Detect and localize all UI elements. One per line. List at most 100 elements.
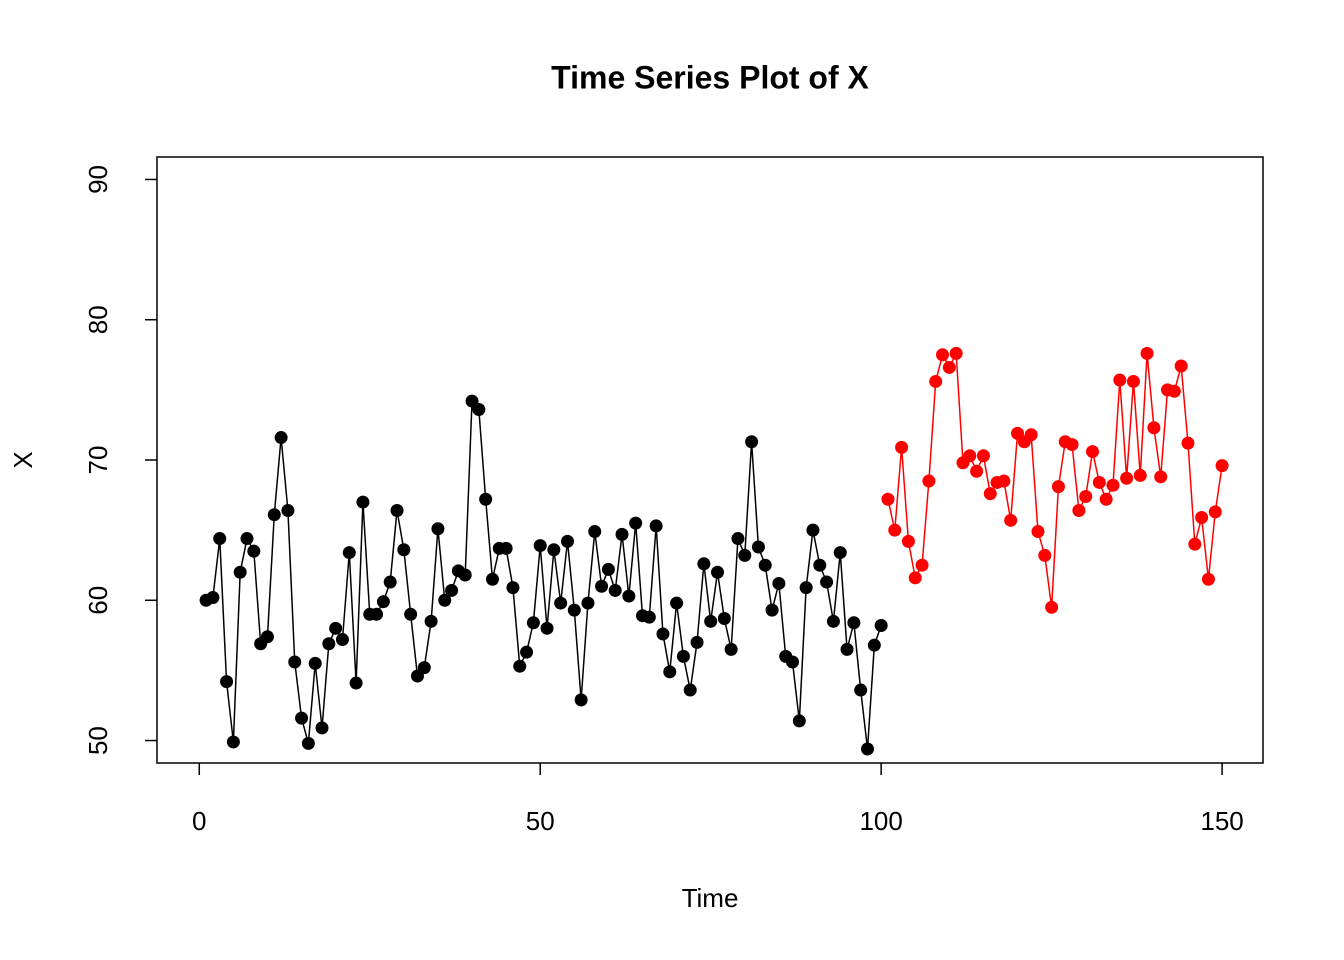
- data-point: [963, 449, 977, 463]
- data-point: [281, 504, 295, 517]
- x-tick-label: 0: [192, 806, 206, 836]
- data-point: [786, 655, 800, 669]
- data-point: [717, 612, 731, 626]
- data-point: [513, 659, 527, 673]
- data-point: [1140, 346, 1154, 360]
- x-tick-label: 100: [859, 806, 902, 836]
- data-point: [1167, 384, 1181, 398]
- data-point: [608, 583, 622, 597]
- data-point: [929, 374, 943, 388]
- data-point: [1038, 548, 1052, 562]
- data-point: [499, 541, 513, 555]
- data-point: [1133, 468, 1147, 482]
- data-point: [288, 655, 302, 669]
- data-point: [1051, 480, 1065, 494]
- data-point: [295, 711, 309, 725]
- y-tick-label: 50: [83, 726, 113, 755]
- data-point: [308, 656, 322, 670]
- data-point: [458, 568, 472, 582]
- data-point: [622, 589, 636, 603]
- x-tick-label: 150: [1200, 806, 1243, 836]
- data-point: [676, 649, 690, 663]
- data-point: [383, 575, 397, 589]
- data-point: [322, 637, 336, 651]
- data-point: [220, 675, 234, 689]
- data-point: [595, 579, 609, 593]
- data-point: [792, 714, 806, 728]
- data-point: [854, 683, 868, 697]
- data-point: [233, 565, 247, 579]
- data-point: [601, 562, 615, 576]
- data-point: [547, 543, 561, 557]
- data-point: [1092, 475, 1106, 489]
- data-point: [833, 546, 847, 560]
- data-point: [335, 633, 349, 647]
- y-tick-label: 60: [83, 586, 113, 615]
- data-point: [1065, 438, 1079, 452]
- data-point: [1113, 373, 1127, 387]
- data-point: [438, 593, 452, 607]
- data-point: [1024, 428, 1038, 442]
- data-point: [1072, 504, 1086, 517]
- y-tick-label: 90: [83, 165, 113, 194]
- data-point: [404, 607, 418, 621]
- data-point: [997, 474, 1011, 488]
- data-point: [895, 440, 909, 454]
- data-point: [506, 581, 520, 595]
- data-point: [806, 523, 820, 537]
- data-point: [724, 642, 738, 656]
- data-point: [1188, 537, 1202, 551]
- data-point: [1215, 459, 1229, 473]
- data-point: [390, 504, 404, 517]
- data-point: [861, 742, 875, 756]
- data-point: [881, 492, 895, 506]
- data-point: [1126, 374, 1140, 388]
- data-point: [206, 590, 220, 604]
- data-point: [1174, 359, 1188, 373]
- data-point: [445, 583, 459, 597]
- data-point: [1208, 505, 1222, 519]
- data-point: [356, 495, 370, 509]
- data-point: [574, 693, 588, 707]
- data-point: [656, 627, 670, 641]
- data-point: [342, 546, 356, 560]
- data-point: [554, 596, 568, 610]
- data-point: [745, 435, 759, 449]
- data-point: [847, 616, 861, 630]
- data-point: [274, 431, 288, 445]
- data-point: [479, 492, 493, 506]
- data-point: [1181, 436, 1195, 450]
- y-tick-label: 70: [83, 446, 113, 475]
- data-point: [826, 614, 840, 628]
- data-point: [915, 558, 929, 572]
- data-point: [213, 532, 227, 546]
- x-tick-label: 50: [526, 806, 555, 836]
- data-point: [840, 642, 854, 656]
- series-line: [205, 399, 882, 750]
- chart-title: Time Series Plot of X: [551, 59, 869, 95]
- x-axis-label: Time: [682, 883, 739, 913]
- data-point: [315, 721, 329, 735]
- data-point: [751, 540, 765, 554]
- data-point: [533, 539, 547, 553]
- data-point: [922, 474, 936, 488]
- data-point: [240, 532, 254, 546]
- data-point: [1004, 513, 1018, 527]
- data-point: [560, 534, 574, 548]
- data-point: [649, 519, 663, 533]
- data-point: [1045, 600, 1059, 614]
- data-point: [663, 665, 677, 679]
- data-point: [370, 607, 384, 621]
- data-point: [301, 736, 315, 750]
- data-point: [738, 548, 752, 562]
- data-point: [1195, 511, 1209, 525]
- data-point: [540, 621, 554, 635]
- data-point: [976, 449, 990, 463]
- data-point: [1086, 445, 1100, 459]
- data-point: [942, 360, 956, 374]
- data-point: [267, 508, 281, 522]
- data-point: [629, 516, 643, 530]
- data-point: [697, 557, 711, 571]
- data-point: [1031, 525, 1045, 539]
